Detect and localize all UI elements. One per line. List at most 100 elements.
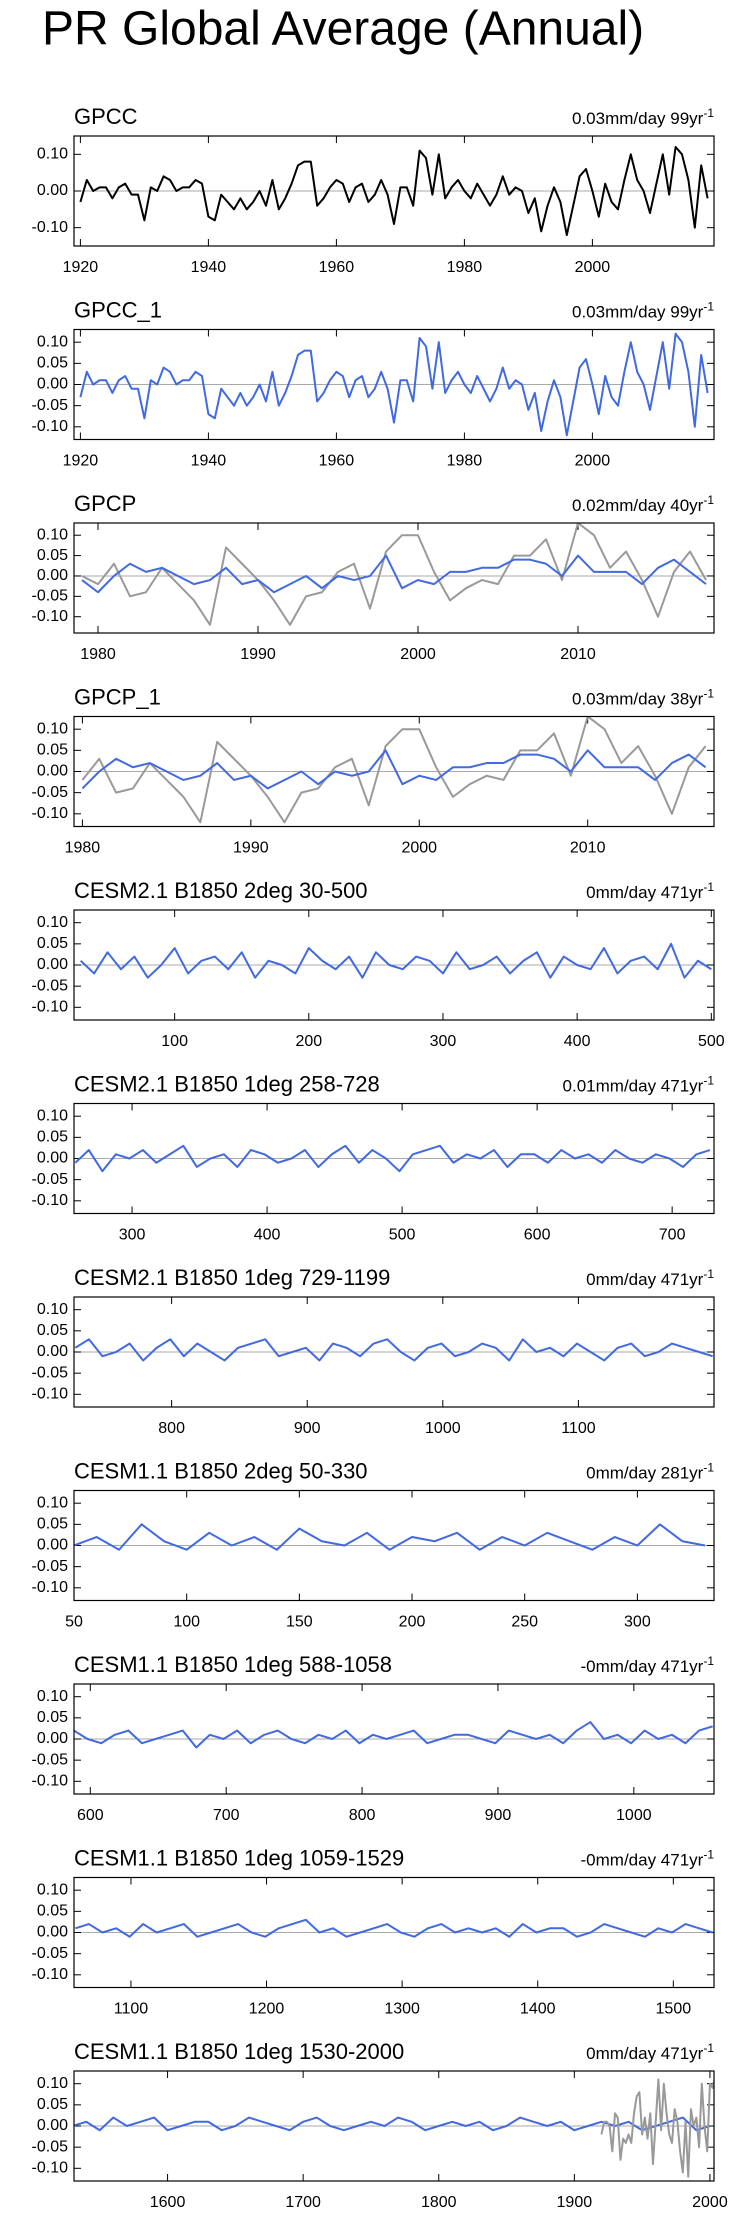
- x-tick-label: 900: [294, 1420, 321, 1437]
- panel: GPCP_1 0.03mm/day 38yr-1 0.10 0.05 0.00 -0.05…: [32, 685, 715, 857]
- x-tick-label: 1500: [656, 2001, 692, 2018]
- trend-text: 0.03mm/day 99yr: [572, 109, 704, 128]
- x-tick-label: 2010: [560, 646, 596, 663]
- panel: CESM2.1 B1850 1deg 258-728 0.01mm/day 471…: [32, 1072, 715, 1244]
- data-line: [81, 554, 707, 594]
- data-line: [600, 2076, 714, 2178]
- trend-exponent: -1: [703, 880, 714, 894]
- panel: GPCC_1 0.03mm/day 99yr-1 0.10 0.05 0.00 -0.05…: [32, 298, 715, 470]
- trend-text: 0mm/day 471yr: [586, 883, 703, 902]
- y-tick-label: 0.05: [37, 1322, 68, 1339]
- x-tick-label: 2010: [570, 840, 606, 857]
- trend-label: 0mm/day 471yr-1: [586, 880, 714, 902]
- y-tick-label: 0.10: [37, 1881, 68, 1898]
- y-tick-label: 0.10: [37, 1688, 68, 1705]
- trend-exponent: -1: [703, 687, 714, 701]
- x-tick-label: 1920: [63, 259, 99, 276]
- y-tick-label: 0.10: [37, 720, 68, 737]
- x-tick-label: 1940: [191, 259, 227, 276]
- y-tick-label: -0.10: [32, 219, 69, 236]
- x-tick-label: 1100: [114, 2001, 149, 2018]
- y-tick-label: 0.00: [37, 956, 68, 973]
- panel: GPCP 0.02mm/day 40yr-1 0.10 0.05 0.00 -0.05 -0…: [32, 491, 715, 663]
- x-tick-label: 1980: [447, 453, 483, 470]
- x-tick-label: 300: [430, 1033, 457, 1050]
- y-tick-label: 0.05: [37, 935, 68, 952]
- panel-title: GPCC: [74, 104, 138, 129]
- y-tick-label: 0.10: [37, 1494, 68, 1511]
- x-tick-label: 1940: [191, 453, 227, 470]
- x-tick-label: 200: [295, 1033, 322, 1050]
- trend-label: 0mm/day 471yr-1: [586, 2041, 714, 2063]
- y-tick-label: -0.05: [32, 1558, 69, 1575]
- y-tick-label: 0.05: [37, 1903, 68, 1920]
- y-tick-label: 0.00: [37, 1343, 68, 1360]
- x-tick-label: 1300: [384, 2001, 420, 2018]
- trend-exponent: -1: [703, 1848, 714, 1862]
- y-tick-label: -0.10: [32, 999, 69, 1016]
- y-tick-label: 0.05: [37, 355, 68, 372]
- trend-exponent: -1: [703, 300, 714, 314]
- y-tick-label: -0.10: [32, 1579, 69, 1596]
- plot-frame: [73, 135, 715, 247]
- data-line: [79, 332, 709, 437]
- trend-text: 0.02mm/day 40yr: [572, 496, 704, 515]
- x-tick-label: 1900: [557, 2194, 593, 2211]
- x-tick-label: 1800: [421, 2194, 457, 2211]
- trend-label: 0.03mm/day 99yr-1: [572, 106, 714, 128]
- y-tick-label: -0.10: [32, 1192, 69, 1209]
- trend-text: 0mm/day 471yr: [586, 2044, 703, 2063]
- x-tick-label: 100: [161, 1033, 188, 1050]
- y-tick-label: 0.10: [37, 1107, 68, 1124]
- trend-label: 0mm/day 471yr-1: [586, 1267, 714, 1289]
- y-tick-label: 0.00: [37, 763, 68, 780]
- x-tick-label: 400: [564, 1033, 591, 1050]
- x-tick-label: 1600: [150, 2194, 186, 2211]
- y-tick-label: -0.05: [32, 1945, 69, 1962]
- trend-exponent: -1: [703, 106, 714, 120]
- x-tick-label: 200: [399, 1614, 426, 1631]
- plot-frame: [73, 1296, 715, 1408]
- y-tick-label: 0.00: [37, 1150, 68, 1167]
- trend-exponent: -1: [703, 493, 714, 507]
- x-tick-label: 1980: [447, 259, 483, 276]
- panel: CESM1.1 B1850 1deg 588-1058 -0mm/day 471y…: [32, 1652, 715, 1824]
- y-tick-label: 0.00: [37, 1924, 68, 1941]
- trend-label: 0.03mm/day 38yr-1: [572, 687, 714, 709]
- panel: CESM1.1 B1850 1deg 1530-2000 0mm/day 471y…: [32, 2039, 728, 2211]
- y-tick-label: 0.05: [37, 547, 68, 564]
- x-tick-label: 1200: [249, 2001, 285, 2018]
- y-tick-label: 0.00: [37, 182, 68, 199]
- y-tick-label: -0.10: [32, 1773, 69, 1790]
- panel: CESM2.1 B1850 1deg 729-1199 0mm/day 471yr…: [32, 1265, 715, 1437]
- x-tick-label: 600: [524, 1227, 551, 1244]
- trend-exponent: -1: [703, 2041, 714, 2055]
- plot-frame: [73, 328, 715, 441]
- data-line: [74, 1144, 711, 1173]
- data-line: [81, 749, 707, 790]
- panel-title: GPCC_1: [74, 298, 162, 323]
- x-tick-label: 2000: [575, 259, 611, 276]
- y-tick-label: -0.05: [32, 588, 69, 605]
- trend-exponent: -1: [703, 1074, 714, 1088]
- y-tick-label: -0.10: [32, 608, 69, 625]
- trend-text: 0.01mm/day 471yr: [563, 1077, 704, 1096]
- plot-frame: [73, 909, 715, 1021]
- trend-label: 0.03mm/day 99yr-1: [572, 300, 714, 322]
- y-tick-label: -0.10: [32, 805, 69, 822]
- y-tick-label: 0.00: [37, 2117, 68, 2134]
- trend-text: -0mm/day 471yr: [581, 1851, 704, 1870]
- x-tick-label: 2000: [575, 453, 611, 470]
- trend-text: 0.03mm/day 99yr: [572, 303, 704, 322]
- trend-text: 0.03mm/day 38yr: [572, 690, 704, 709]
- plot-frame: [73, 1683, 715, 1795]
- y-tick-label: 0.10: [37, 2075, 68, 2092]
- y-tick-label: -0.05: [32, 1751, 69, 1768]
- trend-text: 0mm/day 471yr: [586, 1270, 703, 1289]
- x-tick-label: 500: [389, 1227, 416, 1244]
- data-line: [81, 716, 707, 824]
- panel-title: CESM1.1 B1850 1deg 1059-1529: [74, 1846, 404, 1871]
- data-line: [74, 1721, 713, 1749]
